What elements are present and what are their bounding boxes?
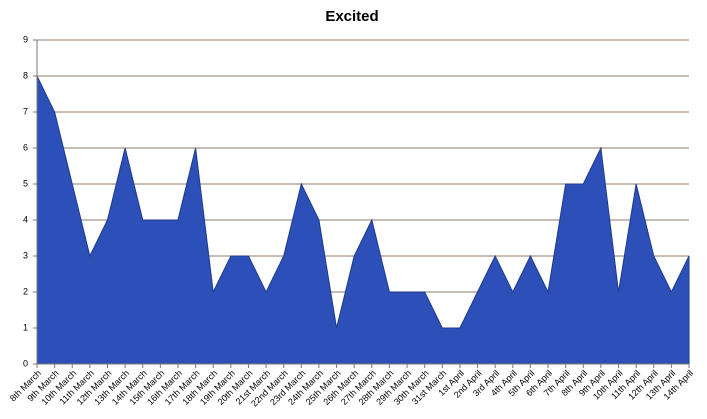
y-tick-label: 8 — [23, 70, 28, 80]
y-tick-label: 4 — [23, 214, 28, 224]
chart-title: Excited — [325, 8, 378, 25]
y-tick-label: 9 — [23, 34, 28, 44]
area — [36, 75, 690, 365]
y-tick-label: 0 — [23, 358, 28, 368]
y-tick-label: 6 — [23, 142, 28, 152]
y-tick-label: 7 — [23, 106, 28, 116]
y-tick-label: 1 — [23, 322, 28, 332]
y-tick-label: 3 — [23, 250, 28, 260]
y-tick-label: 2 — [23, 286, 28, 296]
y-tick-label: 5 — [23, 178, 28, 188]
